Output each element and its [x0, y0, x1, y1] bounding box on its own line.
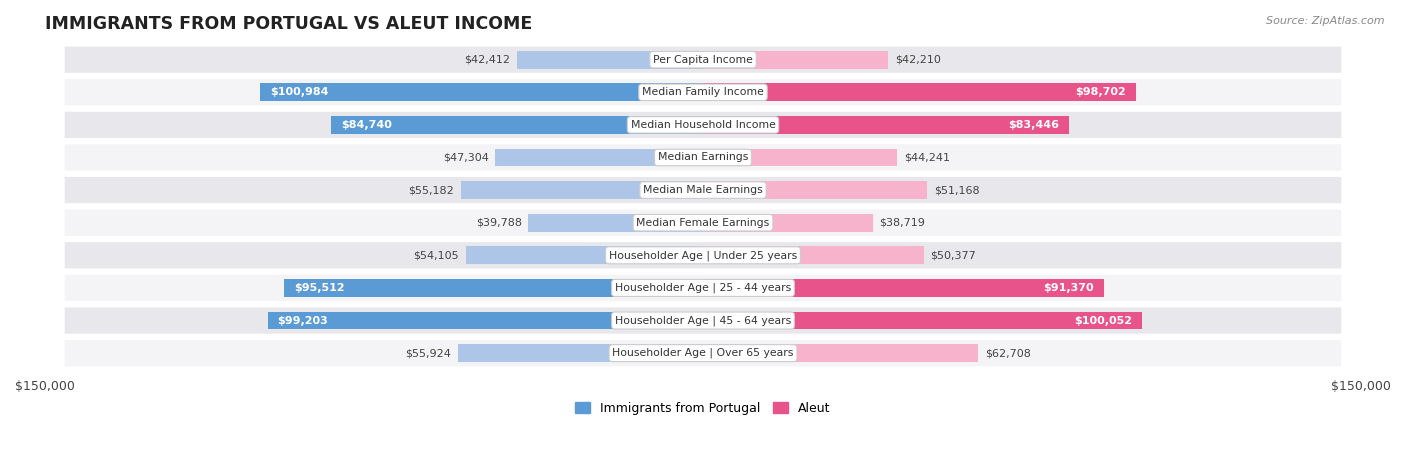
Text: $47,304: $47,304 — [443, 153, 489, 163]
Bar — [703, 116, 1069, 134]
FancyBboxPatch shape — [65, 340, 1341, 366]
Text: $54,105: $54,105 — [413, 250, 458, 260]
FancyBboxPatch shape — [65, 112, 1341, 138]
Bar — [703, 51, 889, 69]
Bar — [267, 311, 703, 330]
Bar — [458, 344, 703, 362]
Text: IMMIGRANTS FROM PORTUGAL VS ALEUT INCOME: IMMIGRANTS FROM PORTUGAL VS ALEUT INCOME — [45, 15, 533, 33]
FancyBboxPatch shape — [65, 307, 1341, 333]
FancyBboxPatch shape — [65, 275, 1341, 301]
Text: Householder Age | 45 - 64 years: Householder Age | 45 - 64 years — [614, 315, 792, 326]
Bar — [703, 83, 1136, 101]
Text: $39,788: $39,788 — [475, 218, 522, 228]
Bar — [703, 181, 928, 199]
Text: Median Earnings: Median Earnings — [658, 153, 748, 163]
Text: $42,412: $42,412 — [464, 55, 510, 64]
Text: $95,512: $95,512 — [294, 283, 344, 293]
Bar — [703, 149, 897, 166]
Text: $91,370: $91,370 — [1043, 283, 1094, 293]
Text: $100,984: $100,984 — [270, 87, 329, 97]
FancyBboxPatch shape — [65, 210, 1341, 236]
Bar — [260, 83, 703, 101]
Text: $55,924: $55,924 — [405, 348, 451, 358]
Bar — [495, 149, 703, 166]
Text: Median Female Earnings: Median Female Earnings — [637, 218, 769, 228]
Text: $42,210: $42,210 — [894, 55, 941, 64]
Text: Householder Age | Under 25 years: Householder Age | Under 25 years — [609, 250, 797, 261]
Bar — [703, 344, 979, 362]
Legend: Immigrants from Portugal, Aleut: Immigrants from Portugal, Aleut — [571, 396, 835, 420]
Text: Householder Age | 25 - 44 years: Householder Age | 25 - 44 years — [614, 283, 792, 293]
Bar — [517, 51, 703, 69]
Bar — [703, 279, 1104, 297]
Bar — [703, 214, 873, 232]
Bar — [465, 247, 703, 264]
Text: $51,168: $51,168 — [934, 185, 980, 195]
Text: $98,702: $98,702 — [1076, 87, 1126, 97]
Bar — [332, 116, 703, 134]
FancyBboxPatch shape — [65, 47, 1341, 73]
Bar — [461, 181, 703, 199]
Text: $62,708: $62,708 — [984, 348, 1031, 358]
Text: Per Capita Income: Per Capita Income — [652, 55, 754, 64]
Text: $99,203: $99,203 — [277, 316, 329, 325]
Bar — [703, 247, 924, 264]
Text: Householder Age | Over 65 years: Householder Age | Over 65 years — [612, 348, 794, 358]
Text: Median Male Earnings: Median Male Earnings — [643, 185, 763, 195]
FancyBboxPatch shape — [65, 79, 1341, 106]
FancyBboxPatch shape — [65, 177, 1341, 203]
Text: $55,182: $55,182 — [409, 185, 454, 195]
Text: $44,241: $44,241 — [904, 153, 949, 163]
FancyBboxPatch shape — [65, 242, 1341, 269]
Bar — [284, 279, 703, 297]
FancyBboxPatch shape — [65, 144, 1341, 170]
Text: Median Family Income: Median Family Income — [643, 87, 763, 97]
Text: Source: ZipAtlas.com: Source: ZipAtlas.com — [1267, 16, 1385, 26]
Text: $38,719: $38,719 — [879, 218, 925, 228]
Text: Median Household Income: Median Household Income — [630, 120, 776, 130]
Text: $100,052: $100,052 — [1074, 316, 1132, 325]
Bar — [703, 311, 1142, 330]
Text: $84,740: $84,740 — [342, 120, 392, 130]
Bar — [529, 214, 703, 232]
Text: $50,377: $50,377 — [931, 250, 976, 260]
Text: $83,446: $83,446 — [1008, 120, 1059, 130]
